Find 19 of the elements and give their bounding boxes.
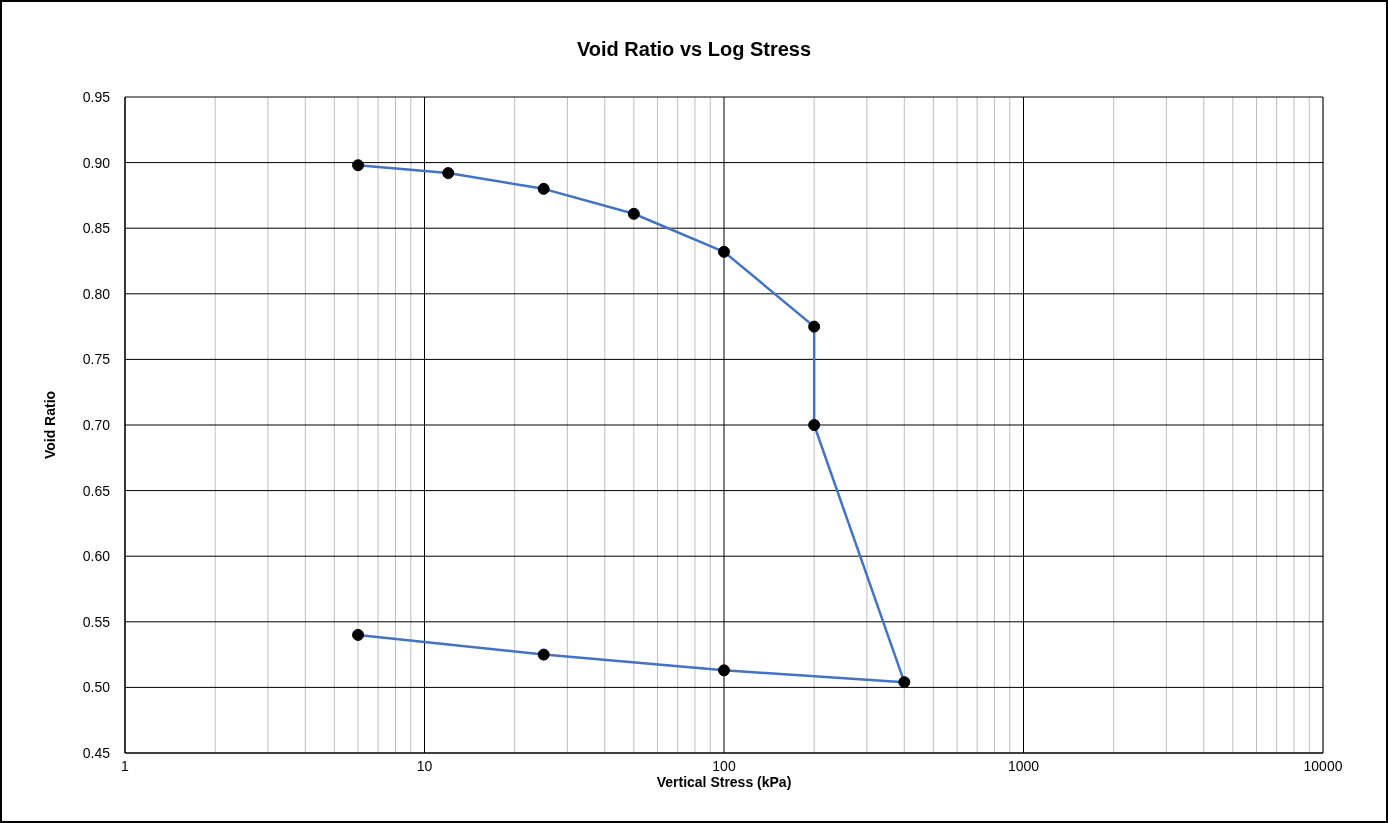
y-tick-label: 0.55 [82,613,111,630]
x-axis-title: Vertical Stress (kPa) [656,774,792,790]
x-tick-label: 1000 [1007,757,1040,774]
y-tick-label: 0.50 [82,679,111,696]
y-tick-label: 0.75 [82,351,111,368]
y-tick-label: 0.60 [82,548,111,565]
y-tick-label: 0.80 [82,285,111,302]
y-tick-label: 0.45 [82,744,111,761]
y-tick-label: 0.85 [82,220,111,237]
y-tick-label: 0.65 [82,482,111,499]
x-tick-label: 10000 [1303,757,1343,774]
y-axis-title: Void Ratio [42,390,58,460]
x-tick-label: 1 [121,757,130,774]
y-tick-label: 0.90 [82,154,111,171]
x-tick-label: 100 [712,757,736,774]
x-tick-label: 10 [416,757,433,774]
y-tick-label: 0.70 [82,416,111,433]
y-tick-label: 0.95 [82,88,111,105]
chart-title: Void Ratio vs Log Stress [575,38,813,61]
